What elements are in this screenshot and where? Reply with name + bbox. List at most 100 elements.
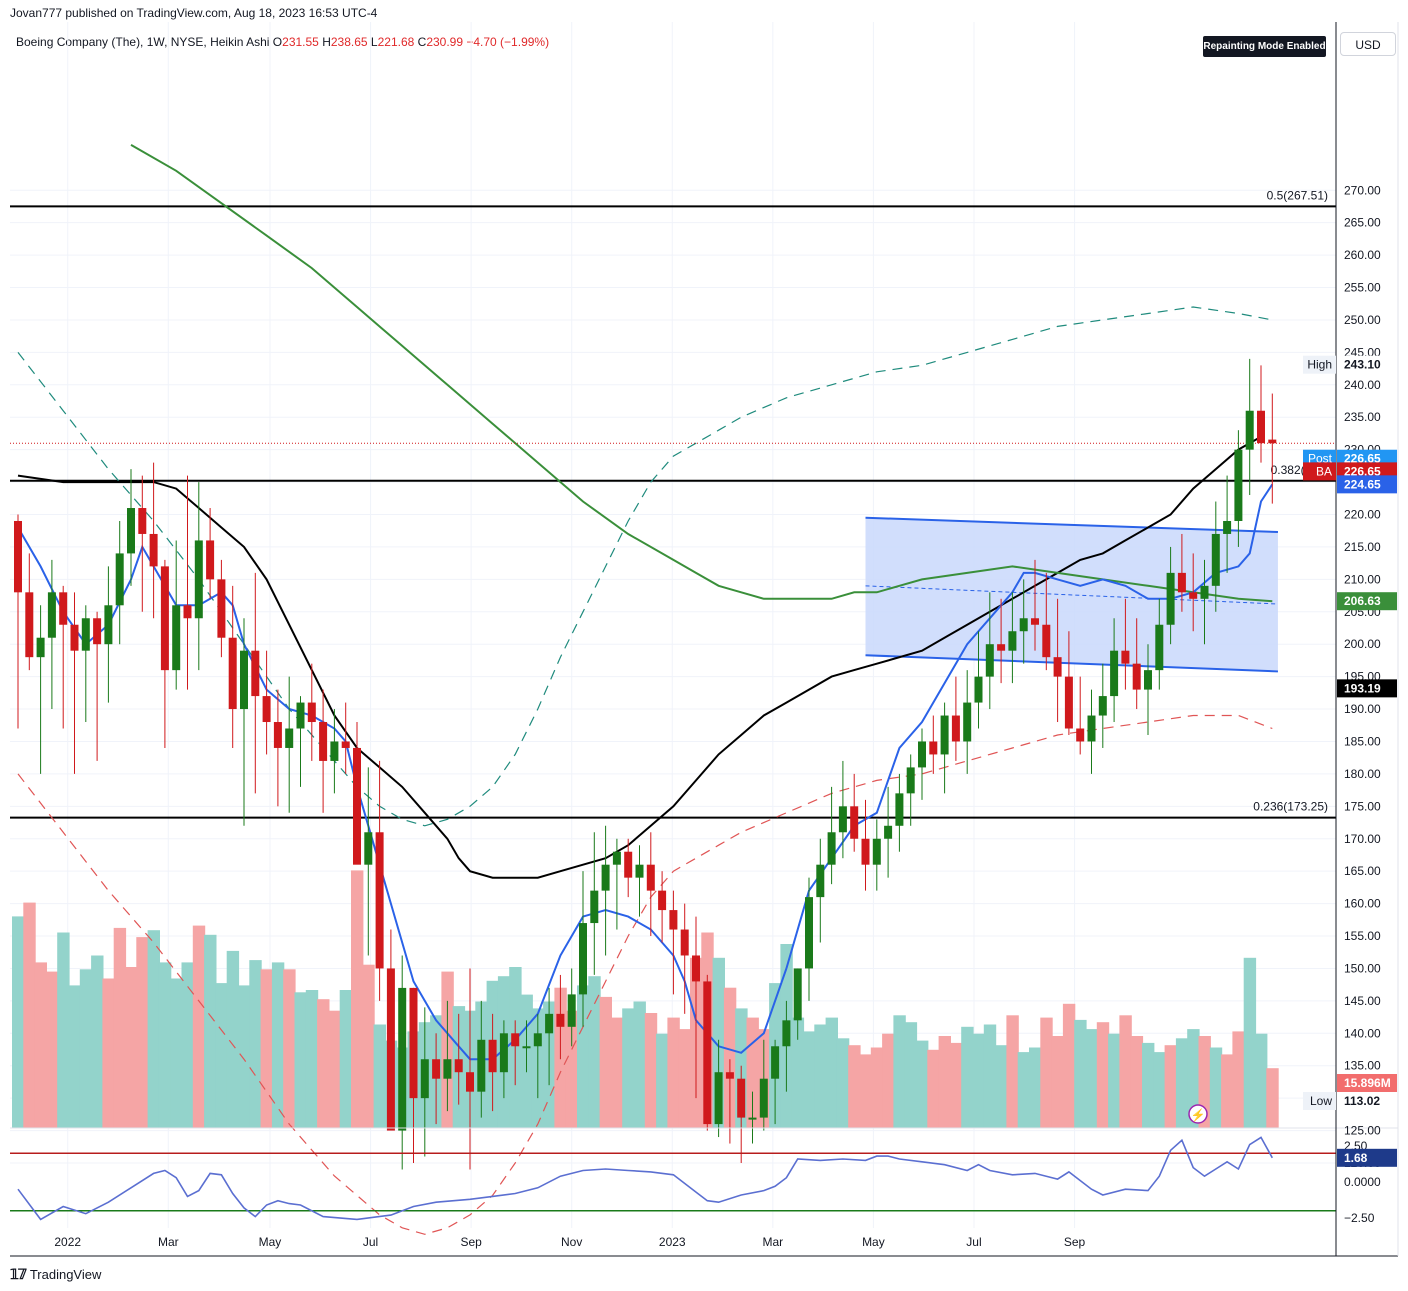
last-price-marker-value: 226.65	[1344, 464, 1381, 478]
candle-body	[353, 747, 361, 865]
candle-body	[997, 644, 1006, 651]
candle-body	[737, 1078, 746, 1118]
volume-bar	[938, 1036, 951, 1128]
volume-bar	[927, 1049, 940, 1128]
volume-bar	[859, 1054, 872, 1128]
volume-bar	[294, 992, 307, 1128]
candle-body	[420, 1059, 429, 1099]
volume-bar	[215, 983, 228, 1128]
candle-body	[556, 1013, 565, 1027]
volume-bar	[1164, 1045, 1177, 1128]
candle-body	[228, 637, 237, 710]
candle-body	[466, 1072, 474, 1092]
ma-black-marker-bg	[1337, 679, 1397, 698]
candle-body	[160, 566, 169, 671]
volume-bar	[328, 1010, 341, 1128]
symbol-legend[interactable]: Boeing Company (The), 1W, NYSE, Heikin A…	[16, 35, 549, 49]
candle-body	[1064, 676, 1073, 729]
tradingview-logo-icon: 𝟙𝟟	[10, 1266, 27, 1282]
candle-body	[285, 728, 294, 748]
candle-body	[398, 987, 407, 1131]
volume-bar	[949, 1042, 963, 1128]
volume-bar	[373, 1024, 386, 1128]
parallel-channel[interactable]	[865, 516, 1278, 673]
volume-bar	[610, 1017, 624, 1128]
candle-body	[262, 696, 271, 723]
fib-levels[interactable]: 0.5(267.51)0.382(225.0.236(173.25)	[10, 188, 1336, 819]
candle-body	[1132, 663, 1141, 690]
ohlc-open-label: O	[272, 35, 283, 49]
volume-bar	[916, 1040, 929, 1128]
price-tick-label: 255.00	[1344, 281, 1381, 295]
volume-bar	[836, 1038, 850, 1128]
candle-body	[1155, 624, 1164, 671]
time-tick-label: 2023	[659, 1235, 686, 1249]
candle-body	[375, 832, 384, 969]
ma-green-marker-bg	[1337, 592, 1397, 611]
price-tick-label: 170.00	[1344, 832, 1381, 846]
brand-text: TradingView	[29, 1267, 102, 1282]
candle-body	[14, 520, 22, 593]
volume-bar	[317, 999, 330, 1128]
candle-body	[104, 605, 113, 645]
volume-bar	[23, 902, 36, 1128]
volume-bar	[1221, 1054, 1234, 1128]
candle-body	[816, 864, 825, 898]
volume-bar	[192, 925, 206, 1128]
ohlc-high-label: H	[322, 35, 331, 49]
candle-body	[81, 618, 90, 651]
price-tick-label: 160.00	[1344, 897, 1381, 911]
volume-bar	[68, 985, 81, 1128]
candle-body	[579, 923, 587, 995]
post-marker-value: 226.65	[1344, 452, 1381, 466]
volume-bar	[260, 969, 273, 1128]
volume-bar	[588, 976, 601, 1128]
candle-body	[759, 1078, 768, 1118]
candle-body	[1245, 410, 1254, 450]
candle-body	[1200, 585, 1209, 599]
candle-body	[692, 955, 700, 982]
currency-button[interactable]: USD	[1340, 32, 1396, 56]
repainting-mode-badge: Repainting Mode Enabled	[1203, 36, 1326, 57]
volume-bar	[339, 990, 353, 1128]
volume-bar	[814, 1024, 827, 1128]
candle-body	[646, 864, 655, 891]
candle-body	[850, 806, 859, 839]
ma-blue-marker-bg	[1337, 475, 1397, 494]
candle-body	[1031, 618, 1039, 625]
volume-bar	[226, 950, 240, 1128]
candle-body	[115, 553, 124, 606]
volume-bar	[848, 1045, 861, 1128]
price-tick-label: 250.00	[1344, 313, 1381, 327]
lightning-icon	[1188, 1104, 1208, 1124]
price-tick-label: 180.00	[1344, 767, 1381, 781]
volume-bar	[351, 870, 364, 1128]
ma-blue-marker-value: 224.65	[1344, 477, 1381, 491]
volume-bar	[271, 962, 285, 1128]
volume-histogram	[12, 870, 1279, 1128]
volume-bar	[1040, 1017, 1053, 1128]
candle-body	[1110, 650, 1119, 697]
price-tick-label: 150.00	[1344, 961, 1381, 975]
candle-body	[25, 592, 34, 658]
volume-bar	[1006, 1015, 1019, 1128]
oscillator-line	[17, 1136, 1273, 1221]
price-tick-label: 155.00	[1344, 929, 1381, 943]
candle-body	[206, 540, 215, 580]
volume-bar	[1119, 1015, 1132, 1128]
candle-body	[194, 540, 203, 619]
volume-bar	[904, 1022, 918, 1128]
candle-body	[872, 838, 881, 865]
tradingview-brand[interactable]: 𝟙𝟟 TradingView	[10, 1266, 101, 1283]
volume-bar	[1130, 1036, 1144, 1128]
volume-bar	[882, 1033, 895, 1128]
volume-bar	[34, 962, 47, 1128]
time-tick-label: Sep	[1064, 1235, 1086, 1249]
candle-body	[93, 618, 102, 645]
volume-bar	[249, 960, 262, 1128]
low-marker-value: 113.02	[1344, 1094, 1380, 1108]
candle-body	[669, 910, 678, 930]
candle-body	[782, 1020, 791, 1047]
volume-bar	[1051, 1036, 1064, 1128]
